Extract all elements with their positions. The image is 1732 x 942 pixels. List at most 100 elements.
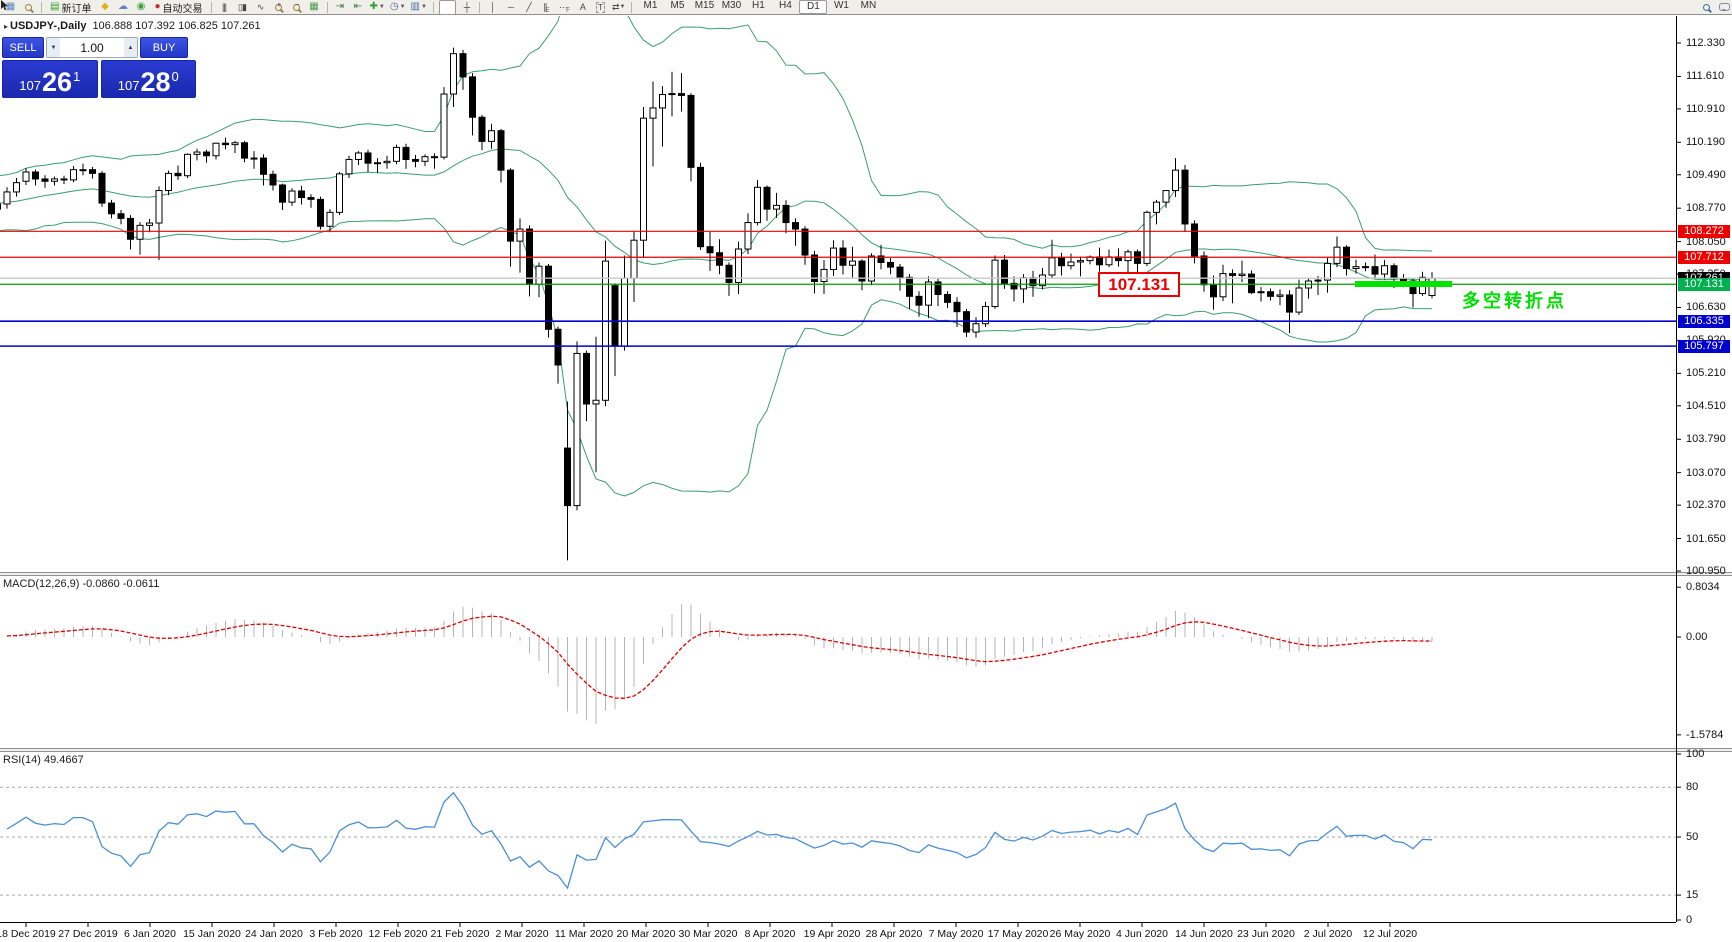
horizontal-line-tool[interactable]: ─ <box>507 1 514 12</box>
timeframe-button-m1[interactable]: M1 <box>643 0 658 11</box>
candle <box>136 224 144 240</box>
tile-windows-icon[interactable]: ▦ <box>309 1 319 12</box>
volume-stepper: ▼ ▲ <box>46 37 138 58</box>
sell-price-point: 1 <box>73 69 81 84</box>
sell-price-button[interactable]: 107 26 1 <box>2 60 98 98</box>
date-label: 19 Apr 2020 <box>803 928 861 940</box>
trendline-tool[interactable]: ╱ <box>526 1 532 12</box>
mql5-community-icon[interactable]: ☁ <box>117 1 128 12</box>
timeframe-button-h1[interactable]: H1 <box>752 0 765 11</box>
timeframe-button-w1[interactable]: W1 <box>833 0 849 11</box>
price-tag-107.131: 107.131 <box>1678 277 1730 291</box>
autotrading-button[interactable]: ● 自动交易 <box>154 1 203 15</box>
main-price-pane[interactable] <box>0 0 1676 561</box>
scroll-to-end-icon[interactable]: ⇥ <box>335 1 345 12</box>
candlestick-chart-icon[interactable]: ▯▮ <box>238 1 247 12</box>
timeframe-button-m15[interactable]: M15 <box>694 0 715 11</box>
rsi-pane[interactable] <box>0 786 1676 896</box>
line-chart-icon[interactable]: ∿ <box>256 1 264 12</box>
new-order-button[interactable]: ▤ 新订单 <box>50 1 92 15</box>
candle <box>421 156 429 162</box>
timeframe-button-h4[interactable]: H4 <box>779 0 792 11</box>
candle <box>868 255 875 282</box>
channel-tool[interactable]: ∥ E <box>543 1 550 14</box>
templates-button[interactable]: ▥ ▼ <box>410 1 427 12</box>
timeframe-button-m30[interactable]: M30 <box>721 0 742 11</box>
candle <box>440 93 448 158</box>
candle <box>640 117 647 241</box>
candle <box>1333 246 1341 264</box>
candle <box>184 153 191 177</box>
signals-icon[interactable]: ◉ <box>136 1 146 12</box>
price-level-flag[interactable]: 107.131 <box>1098 272 1180 297</box>
timeframe-button-m5[interactable]: M5 <box>670 0 685 11</box>
candle <box>1172 169 1179 192</box>
zoom-out-icon[interactable]: − <box>289 1 304 14</box>
sell-button[interactable]: SELL <box>2 37 44 58</box>
volume-decrease-button[interactable]: ▼ <box>47 38 60 57</box>
indicators-button[interactable]: ✚ ▼ <box>369 1 385 12</box>
candle <box>706 246 714 254</box>
timeframe-button-mn[interactable]: MN <box>860 0 877 11</box>
candle <box>79 169 87 172</box>
candle <box>687 94 695 168</box>
candle <box>22 171 30 182</box>
support-zone-highlight[interactable] <box>1355 281 1452 287</box>
candle <box>906 276 913 297</box>
text-tool[interactable]: A <box>579 1 586 12</box>
candle <box>1039 274 1046 287</box>
bar-chart-icon[interactable]: ||| <box>221 1 227 12</box>
date-label: 24 Jan 2020 <box>245 928 303 940</box>
search-icon[interactable] <box>1699 1 1714 14</box>
candle <box>231 142 239 146</box>
candle <box>972 323 980 333</box>
candle <box>649 107 657 119</box>
sep2 <box>210 1 212 13</box>
turning-point-annotation[interactable]: 多空转折点 <box>1462 291 1567 311</box>
sep1 <box>41 1 42 13</box>
macd-pane[interactable] <box>6 604 1433 724</box>
fibonacci-tool[interactable]: ⋯ F <box>559 1 570 14</box>
candle <box>668 93 676 96</box>
new-chart-icon[interactable]: ▦ <box>5 1 16 12</box>
auto-scroll-icon[interactable]: ⇤ <box>353 1 363 12</box>
price-tick-label: 103.790 <box>1686 433 1726 446</box>
sep3 <box>326 1 328 13</box>
sell-price-pips: 26 <box>41 67 72 97</box>
macd-histogram <box>6 604 1433 724</box>
buy-price-button[interactable]: 107 28 0 <box>100 60 196 98</box>
label-tool[interactable]: T <box>595 1 605 13</box>
timeframe-button-d1[interactable]: D1 <box>799 0 828 14</box>
chart-menu-icon[interactable]: ▸ <box>4 22 9 31</box>
date-label: 15 Jan 2020 <box>183 928 241 940</box>
bollinger-middle-band <box>0 148 1433 290</box>
crosshair-tool[interactable]: ┼ <box>463 1 470 12</box>
candle <box>602 260 609 401</box>
buy-button[interactable]: BUY <box>140 37 188 58</box>
zoom-in-icon[interactable]: + <box>271 1 286 14</box>
volume-increase-button[interactable]: ▲ <box>124 38 137 57</box>
metaeditor-icon[interactable]: ◆ <box>101 1 109 12</box>
chat-icon[interactable] <box>1717 1 1732 14</box>
candle <box>288 190 296 203</box>
candle <box>744 222 752 250</box>
rsi-tick-label: 15 <box>1686 889 1699 902</box>
candle <box>1248 273 1255 294</box>
chart-profiles-icon[interactable] <box>21 1 36 14</box>
candle <box>925 281 932 306</box>
cursor-tool[interactable] <box>1 0 456 15</box>
arrows-tool[interactable]: ⇄ ▼ <box>611 1 626 12</box>
candle <box>412 158 419 162</box>
candle <box>1238 273 1246 276</box>
periods-button[interactable]: ◷ ▼ <box>389 1 406 12</box>
chart-symbol-period: USDJPY-,Daily <box>10 20 87 32</box>
price-tick-label: 106.630 <box>1686 301 1726 314</box>
vertical-line-tool[interactable]: │ <box>490 1 496 12</box>
candle <box>1124 251 1132 262</box>
candle <box>1020 277 1027 290</box>
volume-input[interactable] <box>60 38 124 57</box>
candle <box>174 172 182 177</box>
candle <box>1096 256 1103 266</box>
